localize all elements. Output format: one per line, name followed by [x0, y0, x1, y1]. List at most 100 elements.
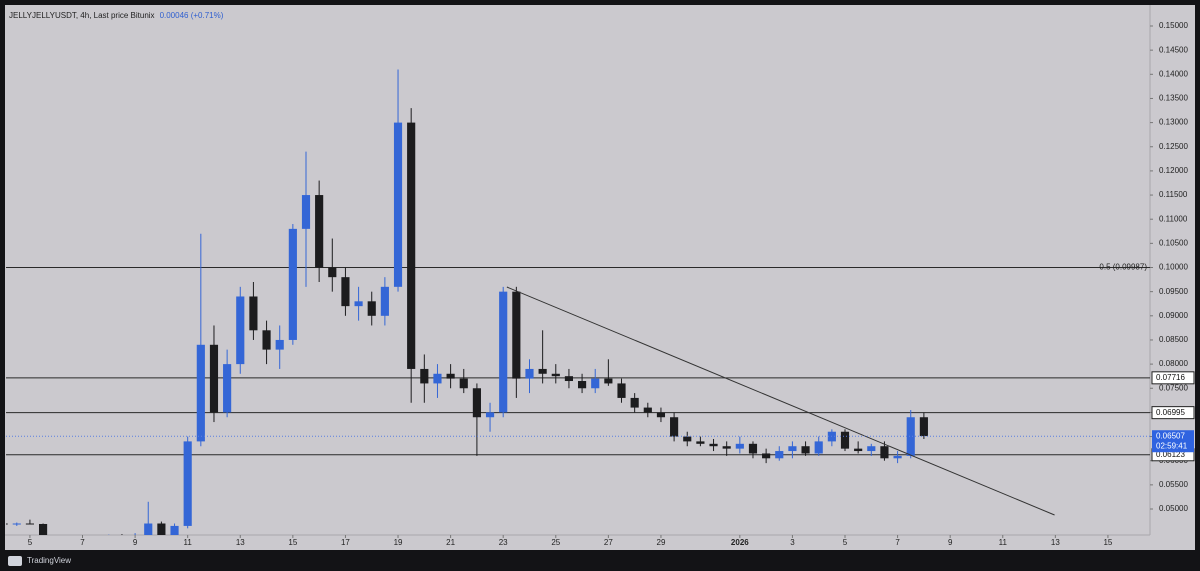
- y-tick-label: 0.11000: [1159, 214, 1188, 223]
- x-tick-label: 3: [790, 538, 795, 547]
- candle-body: [236, 296, 245, 365]
- last-price-label: 0.06507: [1156, 431, 1185, 440]
- x-tick-label: 7: [80, 538, 85, 547]
- level-label: 0.06995: [1156, 408, 1185, 417]
- x-tick-label: 7: [895, 538, 900, 547]
- x-tick-label: 2026: [731, 538, 749, 547]
- candle-body: [604, 378, 613, 384]
- y-tick-label: 0.15000: [1159, 21, 1188, 30]
- candle-body: [748, 443, 758, 454]
- brand: TradingView: [27, 556, 71, 565]
- x-tick-label: 15: [1103, 538, 1112, 547]
- y-tick-label: 0.10000: [1159, 263, 1188, 272]
- x-tick-label: 5: [28, 538, 33, 547]
- candle-body: [775, 451, 784, 459]
- candle-body: [459, 378, 468, 389]
- candle-body: [249, 296, 258, 331]
- trendline: [506, 286, 1055, 516]
- candle-body: [854, 448, 863, 452]
- x-tick-label: 19: [394, 538, 403, 547]
- x-tick-label: 15: [288, 538, 297, 547]
- x-tick-label: 23: [499, 538, 508, 547]
- candle-body: [223, 364, 232, 413]
- candle-body: [788, 446, 797, 452]
- x-tick-label: 25: [551, 538, 560, 547]
- candle-body: [354, 301, 363, 307]
- candle-body: [656, 412, 666, 418]
- candle-body: [341, 277, 350, 307]
- candle-body: [420, 368, 429, 384]
- candle-body: [538, 368, 547, 374]
- x-tick-label: 21: [446, 538, 455, 547]
- candle-body: [578, 381, 587, 389]
- candle-body: [183, 441, 192, 526]
- plot-area: [6, 69, 1150, 535]
- candle-body: [709, 443, 718, 447]
- y-tick-label: 0.12500: [1159, 142, 1188, 151]
- y-tick-label: 0.09000: [1159, 311, 1188, 320]
- candle-body: [683, 436, 692, 442]
- candle-body: [564, 376, 574, 382]
- candle-body: [551, 373, 560, 377]
- x-tick-label: 11: [184, 538, 193, 547]
- x-tick-label: 11: [999, 538, 1008, 547]
- level-label-box: [1151, 371, 1195, 385]
- y-tick-label: 0.07500: [1159, 383, 1188, 392]
- y-tick-label: 0.14000: [1159, 69, 1188, 78]
- candle-body: [893, 455, 902, 459]
- candle-body: [801, 446, 810, 454]
- candle-body: [630, 397, 639, 408]
- countdown: 02:59:41: [1156, 441, 1188, 450]
- x-tick-label: 13: [236, 538, 245, 547]
- candle-body: [906, 417, 915, 456]
- x-tick-label: 27: [604, 538, 613, 547]
- candle-body: [867, 446, 876, 452]
- y-tick-label: 0.05500: [1159, 480, 1188, 489]
- candle-body: [499, 291, 508, 413]
- candle-body: [446, 373, 455, 379]
- y-tick-label: 0.13500: [1159, 94, 1188, 103]
- x-tick-label: 9: [133, 538, 138, 547]
- candle-body: [6, 523, 8, 525]
- candle-body: [617, 383, 626, 398]
- candle-body: [670, 417, 679, 437]
- candle-body: [485, 412, 495, 418]
- candle-body: [433, 373, 442, 384]
- y-tick-label: 0.09500: [1159, 287, 1188, 296]
- candle-body: [840, 431, 850, 449]
- candle-body: [170, 525, 179, 535]
- y-tick-label: 0.10500: [1159, 238, 1188, 247]
- candle-body: [315, 195, 324, 268]
- candle-body: [301, 195, 311, 229]
- candle-body: [12, 523, 21, 525]
- candle-body: [25, 523, 35, 525]
- level-label: 0.5 (0.09987): [1099, 263, 1147, 272]
- candle-body: [209, 344, 219, 413]
- level-label: 0.06123: [1156, 450, 1185, 459]
- candle-body: [512, 291, 521, 379]
- candle-body: [643, 407, 652, 413]
- y-tick-label: 0.08500: [1159, 335, 1188, 344]
- level-label-box: [1151, 406, 1195, 420]
- candle-body: [696, 441, 705, 444]
- symbol-title: JELLYJELLYUSDT, 4h, Last price Bitunix: [9, 11, 155, 20]
- y-tick-label: 0.08000: [1159, 359, 1188, 368]
- x-tick-label: 29: [657, 538, 666, 547]
- candle-body: [38, 523, 48, 535]
- price-change: 0.00046 (+0.71%): [160, 11, 224, 20]
- candle-body: [407, 122, 416, 369]
- brand-logo: [8, 556, 22, 566]
- candle-body: [472, 388, 481, 418]
- last-price-box: [1152, 430, 1194, 453]
- candle-body: [144, 523, 153, 535]
- candle-body: [157, 523, 166, 535]
- plot-background: [5, 5, 1195, 550]
- candle-body: [762, 453, 771, 459]
- candle-body: [814, 441, 823, 454]
- candle-body: [380, 286, 389, 316]
- y-tick-label: 0.05000: [1159, 504, 1188, 513]
- x-tick-label: 9: [948, 538, 953, 547]
- y-tick-label: 0.13000: [1159, 118, 1188, 127]
